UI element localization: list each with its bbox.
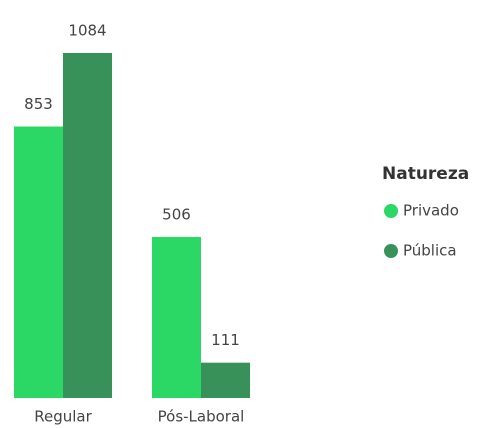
x-tick-label: Pós-Laboral — [158, 408, 245, 426]
legend-title: Natureza — [382, 164, 469, 184]
data-label: 506 — [162, 205, 191, 223]
legend-label: Privado — [403, 202, 459, 220]
legend-marker — [384, 244, 398, 258]
bar — [152, 236, 201, 398]
legend-marker — [384, 204, 398, 218]
bar — [201, 362, 250, 398]
data-label: 1084 — [68, 22, 106, 40]
data-label: 853 — [24, 95, 53, 113]
bar — [63, 53, 112, 398]
legend-label: Pública — [403, 242, 457, 260]
x-tick-label: Regular — [34, 408, 92, 426]
bar — [14, 126, 63, 398]
data-label: 111 — [211, 331, 240, 349]
